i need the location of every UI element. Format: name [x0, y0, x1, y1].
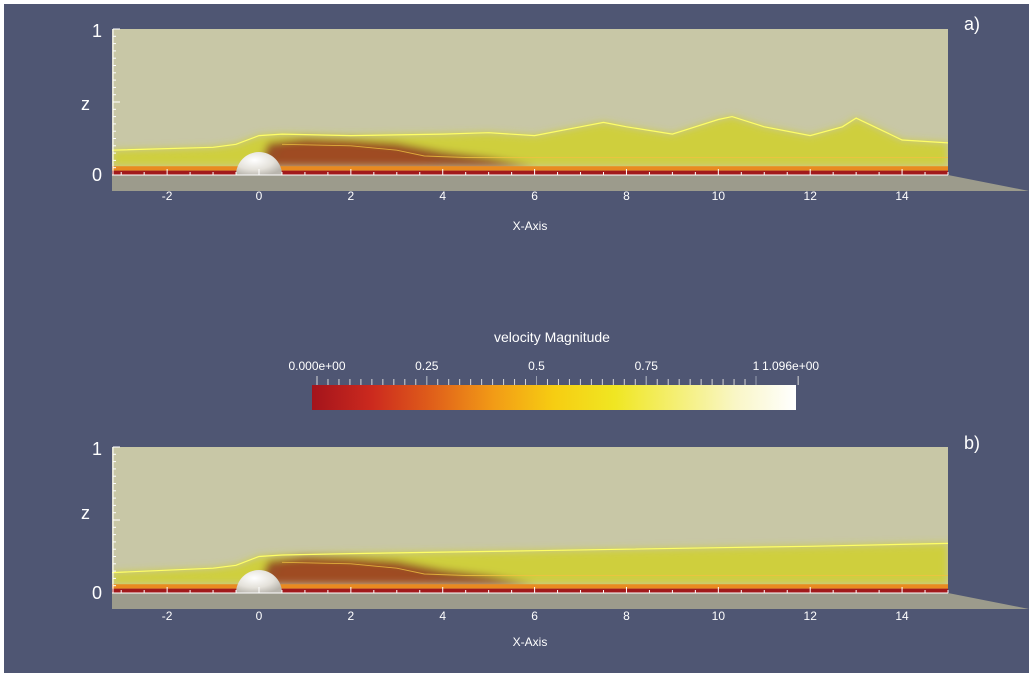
y-axis-title: z [81, 503, 90, 523]
panel-b: -2 0 2 4 6 8 10 12 14 1 0 z X-Axis b) [81, 433, 1029, 649]
near-wall-band [112, 584, 948, 589]
colorbar-tick-label: 0.5 [528, 359, 545, 373]
x-tick-label: 8 [623, 609, 630, 623]
y-axis-title: z [81, 94, 90, 114]
x-tick-label: 6 [531, 189, 538, 203]
x-tick-label: 2 [348, 189, 355, 203]
jet-top-contour [112, 542, 948, 574]
axes-a: -2 0 2 4 6 8 10 12 14 [112, 28, 949, 203]
velocity-field [112, 542, 948, 593]
colorbar: velocity Magnitude 0.25 0.5 0.75 1 0.000e+0… [288, 329, 819, 410]
y-tick-label-0: 0 [92, 583, 102, 603]
colorbar-max-label: 1.096e+00 [762, 359, 819, 373]
x-tick-label: 6 [531, 609, 538, 623]
obstacle-hemisphere [236, 570, 282, 593]
x-tick-label: 4 [439, 609, 446, 623]
colorbar-tick-label: 0.75 [635, 359, 659, 373]
jet-top-contour [112, 115, 948, 151]
colorbar-ticks: 0.25 0.5 0.75 1 [316, 359, 799, 398]
colorbar-tick-label: 1 [753, 359, 760, 373]
x-tick-label: 12 [804, 609, 818, 623]
ground-plane [112, 593, 1029, 609]
ground-plane [112, 175, 1029, 191]
colorbar-min-label: 0.000e+00 [288, 359, 345, 373]
x-tick-label: 0 [256, 609, 263, 623]
colorbar-title: velocity Magnitude [494, 329, 610, 345]
figure-canvas: -2 0 2 4 6 8 10 12 14 1 0 z X-Axis a) velocity M… [81, 14, 1029, 649]
x-tick-label: 14 [895, 609, 909, 623]
x-tick-label: 12 [804, 189, 818, 203]
render-viewport: -2 0 2 4 6 8 10 12 14 1 0 z X-Axis a) velocity M… [4, 4, 1029, 673]
x-tick-label: 14 [895, 189, 909, 203]
x-tick-label: -2 [162, 189, 173, 203]
colorbar-tick-label: 0.25 [415, 359, 439, 373]
x-tick-label: 4 [439, 189, 446, 203]
obstacle-hemisphere [236, 152, 282, 175]
wake-secondary [272, 142, 443, 167]
colorbar-gradient [312, 385, 796, 410]
panel-label-b: b) [964, 433, 980, 453]
x-axis-title: X-Axis [513, 635, 548, 649]
x-tick-label: 8 [623, 189, 630, 203]
x-tick-label: -2 [162, 609, 173, 623]
x-axis-title: X-Axis [513, 219, 548, 233]
y-tick-label-0: 0 [92, 165, 102, 185]
panel-label-a: a) [964, 14, 980, 34]
inner-contour [281, 561, 948, 576]
wake-secondary [272, 560, 443, 585]
x-tick-label: 10 [712, 189, 726, 203]
velocity-field [112, 115, 948, 175]
x-tick-label: 10 [712, 609, 726, 623]
near-wall-band [112, 166, 948, 171]
wall-band [112, 588, 948, 593]
y-tick-label-1: 1 [92, 21, 102, 41]
x-tick-label: 2 [348, 609, 355, 623]
axes-b: -2 0 2 4 6 8 10 12 14 [112, 446, 949, 623]
panel-a: -2 0 2 4 6 8 10 12 14 1 0 z X-Axis a) [81, 14, 1029, 233]
inner-contour [281, 143, 948, 158]
x-tick-label: 0 [256, 189, 263, 203]
wall-band [112, 170, 948, 175]
y-tick-label-1: 1 [92, 439, 102, 459]
